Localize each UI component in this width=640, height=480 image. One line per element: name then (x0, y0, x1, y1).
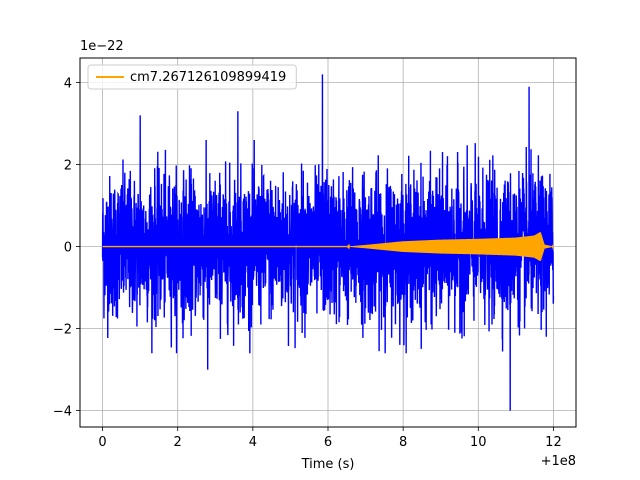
x-tick-label: 10 (470, 435, 487, 450)
x-offset-label: +1e8 (541, 454, 576, 469)
x-tick-label: 2 (174, 435, 182, 450)
legend-box (87, 64, 297, 90)
y-tick-label: −4 (53, 405, 72, 420)
x-tick-label: 8 (399, 435, 407, 450)
y-tick-label: 4 (64, 77, 72, 92)
x-axis: 0 2 4 6 8 10 12 (98, 427, 562, 450)
legend: cm7.267126109899419 (87, 64, 297, 90)
x-tick-label: 4 (249, 435, 257, 450)
series-template-line (102, 232, 554, 261)
y-tick-label: 0 (64, 241, 72, 256)
plot-area (101, 74, 555, 411)
legend-entry-label: cm7.267126109899419 (130, 70, 286, 85)
x-tick-label: 12 (545, 435, 562, 450)
x-axis-label: Time (s) (301, 457, 355, 472)
x-tick-label: 6 (324, 435, 332, 450)
x-tick-label: 0 (98, 435, 106, 450)
y-tick-label: −2 (53, 323, 72, 338)
series-noise-line (101, 74, 555, 411)
y-scale-label: 1e−22 (80, 39, 124, 54)
y-axis: −4 −2 0 2 4 (53, 77, 80, 420)
y-tick-label: 2 (64, 159, 72, 174)
